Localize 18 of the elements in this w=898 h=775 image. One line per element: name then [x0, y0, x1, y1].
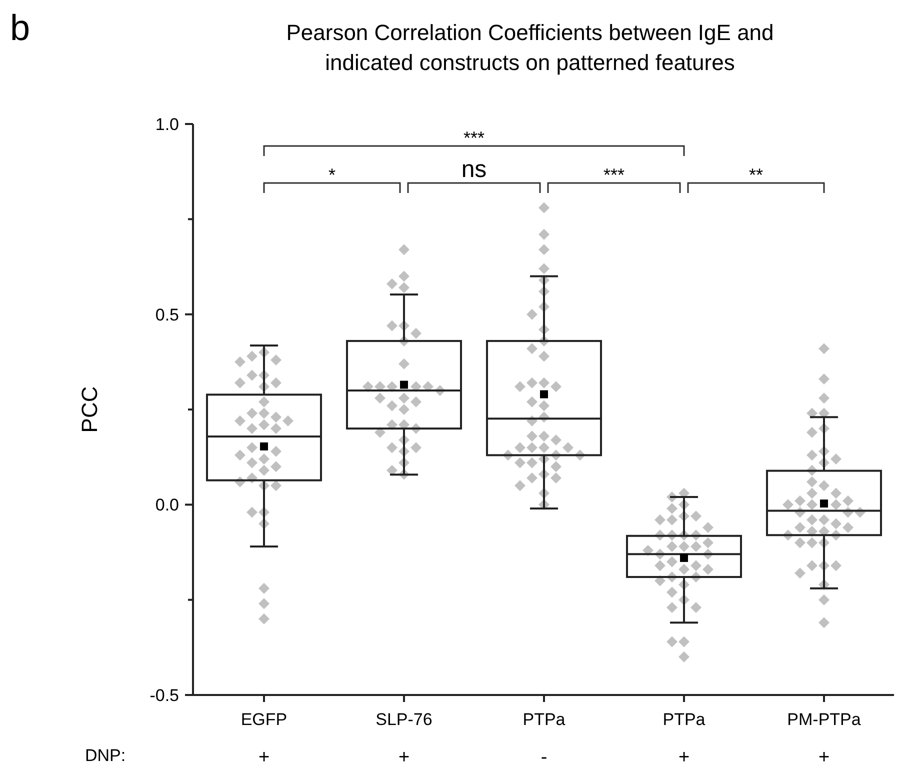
y-tick-label: 0.5 — [155, 305, 179, 324]
x-tick-label: SLP-76 + — [376, 710, 432, 768]
x-tick-label: PTPa + — [662, 710, 706, 768]
annotation: ns — [461, 156, 487, 183]
y-tick-label: 0.0 — [155, 496, 179, 515]
text: b — [10, 7, 30, 48]
x-tick-label: PTPa - — [522, 710, 566, 768]
y-tick-label: 1.0 — [155, 114, 179, 134]
annotation: ** — [748, 165, 764, 185]
annotation: * — [328, 165, 336, 185]
x-tick-label: PM-PTPa + — [787, 710, 862, 768]
annotation: *** — [463, 128, 485, 148]
x-tick-label: EGFP + — [240, 710, 288, 768]
y-axis-title: PCC — [77, 386, 102, 433]
chart-title: Pearson Correlation Coefficients between IgE and indicated constructs on patterned features — [286, 20, 774, 75]
y-tick-label: -0.5 — [150, 686, 179, 705]
text: DNP: — [85, 746, 126, 765]
annotation: *** — [603, 165, 625, 185]
